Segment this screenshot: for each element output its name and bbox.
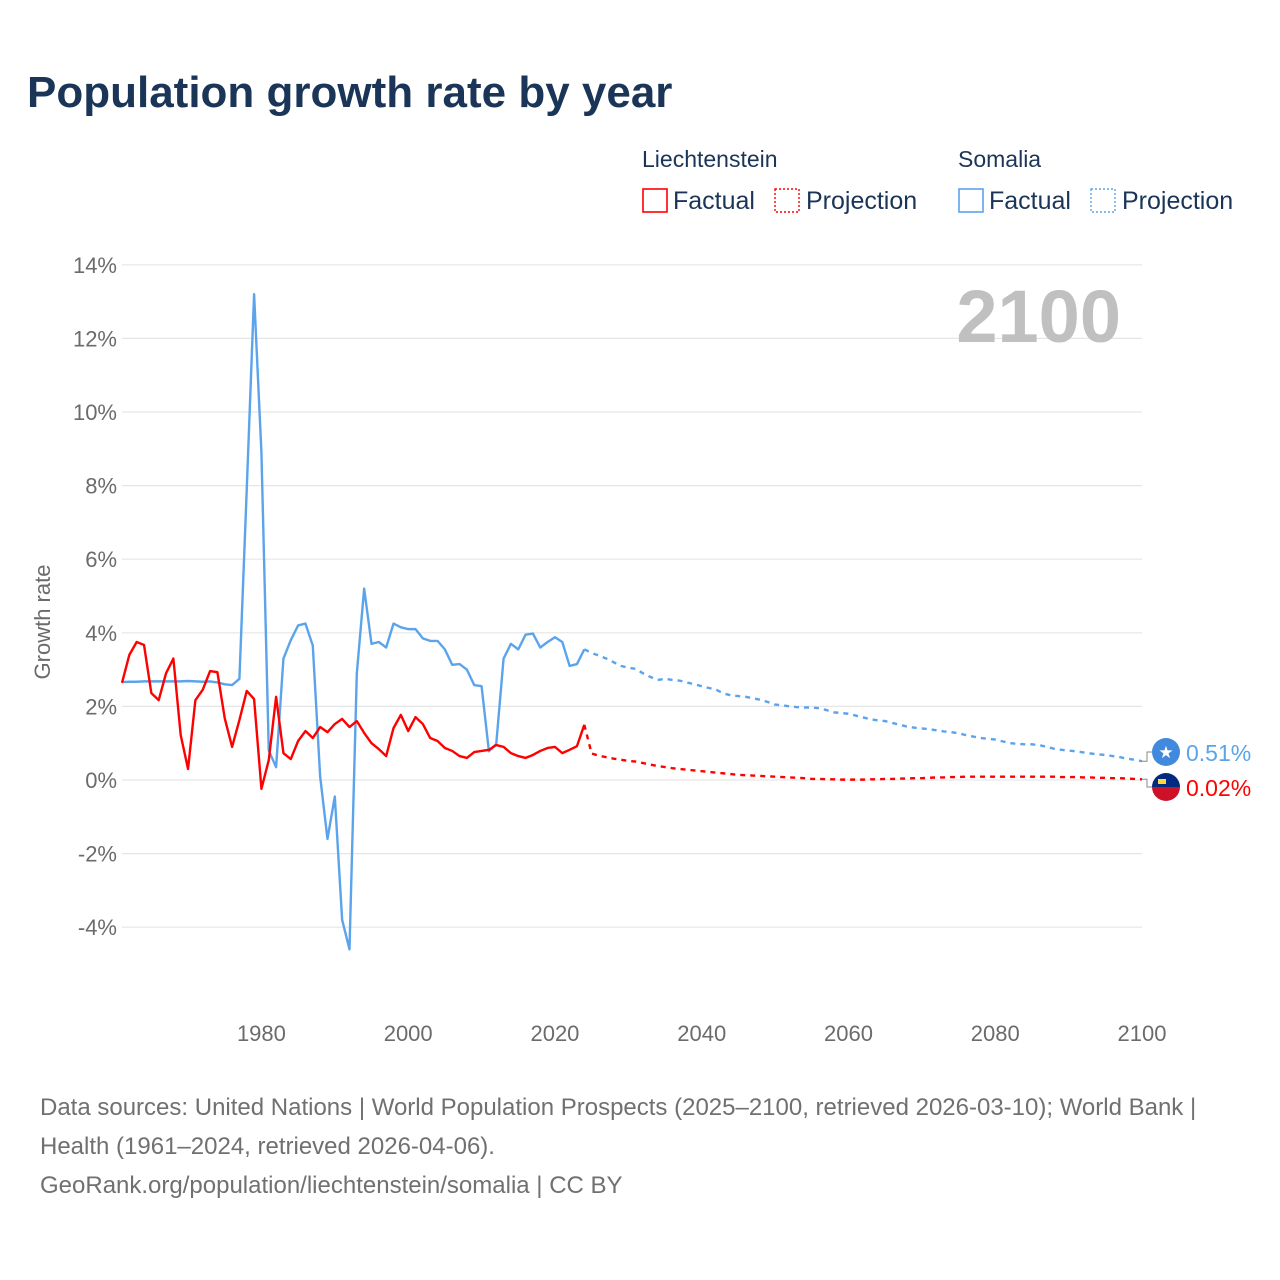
series-liechtenstein-projection-line <box>583 724 1143 781</box>
legend-factual-swatch <box>642 188 668 213</box>
somalia-flag-icon <box>1152 738 1180 766</box>
legend-factual-label: Factual <box>673 187 755 215</box>
x-tick-label: 1980 <box>237 1021 286 1046</box>
data-sources: Data sources: United Nations | World Pop… <box>40 1094 1197 1160</box>
end-label-connector <box>1142 778 1152 788</box>
x-tick-label: 2000 <box>384 1021 433 1046</box>
y-tick-label: 12% <box>73 326 117 351</box>
legend-group-title: Somalia <box>958 146 1041 172</box>
y-tick-label: 8% <box>85 474 117 499</box>
legend-factual-label: Factual <box>989 187 1071 215</box>
y-tick-label: -4% <box>78 915 117 940</box>
y-tick-label: 10% <box>73 400 117 425</box>
y-tick-label: 6% <box>85 547 117 572</box>
y-tick-label: 0% <box>85 768 117 793</box>
end-label-connector <box>1142 751 1152 762</box>
legend-projection-label: Projection <box>806 187 917 215</box>
series-somalia-factual-line <box>121 293 586 951</box>
series-liechtenstein-factual-line <box>120 640 586 791</box>
legend-group-title: Liechtenstein <box>642 146 778 172</box>
y-tick-label: -2% <box>78 842 117 867</box>
liechtenstein-flag-icon <box>1152 787 1180 801</box>
legend-projection-swatch <box>774 188 800 213</box>
current-year-label: 2100 <box>956 275 1121 358</box>
crown-icon <box>1158 779 1166 784</box>
chart-title: Population growth rate by year <box>27 68 673 117</box>
y-tick-label: 2% <box>85 694 117 719</box>
x-tick-label: 2040 <box>677 1021 726 1046</box>
star-icon: ★ <box>1158 743 1173 763</box>
source-link[interactable]: GeoRank.org/population/liechtenstein/som… <box>40 1172 623 1199</box>
y-tick-label: 4% <box>85 621 117 646</box>
legend-projection-label: Projection <box>1122 187 1233 215</box>
x-tick-label: 2080 <box>971 1021 1020 1046</box>
footer: Data sources: United Nations | World Pop… <box>40 1088 1240 1205</box>
x-tick-label: 2100 <box>1118 1021 1167 1046</box>
x-tick-label: 2020 <box>530 1021 579 1046</box>
legend-projection-swatch <box>1090 188 1116 213</box>
series-somalia-projection-line <box>583 648 1143 763</box>
y-axis-label: Growth rate <box>30 565 55 680</box>
legend-factual-swatch <box>958 188 984 213</box>
end-value-label: 0.02% <box>1186 775 1251 801</box>
end-value-label: 0.51% <box>1186 740 1251 766</box>
x-tick-label: 2060 <box>824 1021 873 1046</box>
y-tick-label: 14% <box>73 253 117 278</box>
